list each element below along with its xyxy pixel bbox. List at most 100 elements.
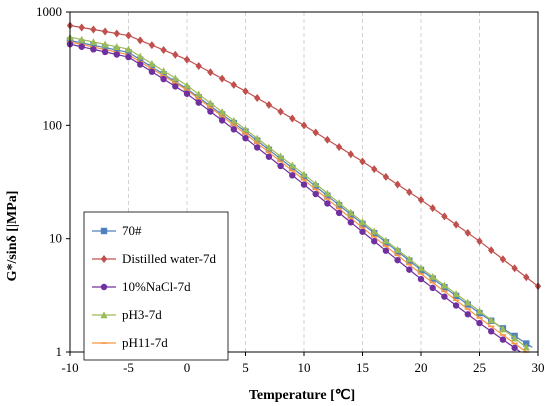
series-marker-diamond — [371, 165, 378, 174]
series-marker-circle — [289, 172, 296, 179]
series-marker-triangle — [241, 125, 250, 133]
series-marker-circle — [429, 284, 436, 292]
series-marker-circle — [183, 90, 191, 97]
series-marker-triangle — [206, 99, 214, 107]
legend-box — [83, 211, 229, 361]
series-marker-circle — [113, 51, 121, 58]
series-marker-triangle — [171, 74, 179, 82]
series-marker-diamond — [464, 228, 471, 237]
series-marker-circle — [160, 75, 167, 83]
series-marker-square — [113, 46, 120, 54]
series-marker-circle — [101, 48, 109, 56]
series-marker-triangle — [312, 180, 320, 188]
series-marker-circle — [359, 228, 366, 235]
y-tick-label: 10 — [49, 231, 62, 246]
series-marker-circle — [277, 162, 284, 170]
series-marker-circle — [511, 344, 518, 352]
series-marker-triangle — [113, 42, 121, 50]
series-marker-diamond — [78, 23, 85, 32]
series-marker-triangle — [499, 325, 507, 333]
series-marker-diamond — [90, 25, 97, 34]
series-marker-diamond — [394, 180, 401, 189]
series-marker-circle — [195, 99, 202, 106]
series-marker-triangle — [487, 316, 495, 324]
series-marker-diamond — [523, 273, 530, 282]
series-marker-triangle — [452, 290, 460, 298]
tick-labels: -10 -5 0 5 10 15 20 25 30 1 10 100 1000 — [36, 4, 545, 375]
series-marker-triangle — [277, 152, 285, 160]
series-marker-triangle — [124, 45, 133, 53]
series-marker-triangle — [183, 81, 191, 89]
series-marker-diamond — [148, 41, 156, 50]
x-tick-label: 30 — [532, 360, 545, 375]
legend-label: pH11-7d — [122, 335, 168, 350]
series-marker-diamond — [277, 107, 284, 116]
series-marker-circle — [207, 108, 214, 115]
series-marker-square — [160, 71, 167, 78]
series-line — [69, 36, 527, 348]
series-marker-triangle — [218, 108, 226, 116]
legend-label: 10%NaCl-7d — [122, 279, 191, 294]
series-marker-circle — [172, 83, 179, 90]
series-marker-circle — [148, 68, 156, 75]
series-marker-diamond — [289, 114, 296, 123]
series-line — [69, 41, 527, 353]
legend-item: 10%NaCl-7d — [92, 279, 191, 294]
series-marker-square — [100, 227, 108, 235]
series-marker-triangle — [230, 116, 238, 124]
x-tick-label: -10 — [61, 360, 78, 375]
x-tick-label: 5 — [242, 360, 249, 375]
series-marker-square — [125, 49, 132, 56]
series-marker-triangle — [160, 67, 168, 75]
series-marker-diamond — [183, 55, 191, 64]
series-marker-triangle — [101, 40, 109, 48]
series-marker-square — [183, 85, 191, 93]
series-marker-circle — [254, 144, 261, 151]
series-marker-diamond — [499, 255, 507, 264]
series-marker-triangle — [429, 272, 437, 280]
series-marker-circle — [125, 53, 132, 61]
series-marker-diamond — [101, 27, 109, 36]
series-marker-triangle — [475, 307, 484, 315]
series-marker-diamond — [195, 61, 202, 70]
series-marker-diamond — [324, 135, 331, 144]
legend-item: Distilled water-7d — [92, 251, 216, 266]
series-marker-square — [148, 63, 156, 71]
legend-label: pH3-7d — [122, 307, 162, 322]
series-ph11-7d — [66, 41, 530, 353]
x-tick-label: 25 — [473, 360, 486, 375]
series-marker-diamond — [113, 29, 120, 38]
series-marker-circle — [90, 46, 97, 53]
series-marker-diamond — [137, 36, 144, 45]
series-marker-diamond — [160, 45, 167, 54]
series-marker-circle — [394, 256, 401, 264]
series-marker-diamond — [417, 195, 425, 204]
series-marker-triangle — [382, 236, 390, 244]
series-marker-circle — [312, 190, 319, 198]
series-distilled-water-7d — [66, 21, 542, 291]
series-marker-diamond — [100, 255, 108, 263]
legend-item: pH11-7d — [92, 335, 168, 350]
series-10-nacl-7d — [66, 40, 521, 353]
series-marker-circle — [499, 336, 507, 343]
series-marker-square — [90, 42, 97, 49]
series-marker-triangle — [335, 199, 343, 207]
series-marker-diamond — [207, 68, 214, 77]
x-tick-label: -5 — [123, 360, 134, 375]
series-marker-circle — [476, 319, 483, 327]
series-marker-triangle — [417, 264, 425, 272]
series-marker-triangle — [358, 218, 367, 226]
series-marker-diamond — [347, 150, 354, 159]
series-marker-circle — [78, 43, 85, 50]
series-marker-diamond — [265, 100, 273, 109]
x-tick-label: 15 — [356, 360, 369, 375]
series-marker-circle — [300, 181, 308, 188]
series-marker-triangle — [288, 161, 296, 169]
series-marker-circle — [452, 302, 460, 309]
series-marker-triangle — [347, 208, 355, 216]
legend-label: 70# — [122, 223, 142, 238]
series-marker-triangle — [148, 59, 156, 67]
series-marker-triangle — [300, 170, 308, 178]
series-marker-diamond — [452, 220, 460, 229]
